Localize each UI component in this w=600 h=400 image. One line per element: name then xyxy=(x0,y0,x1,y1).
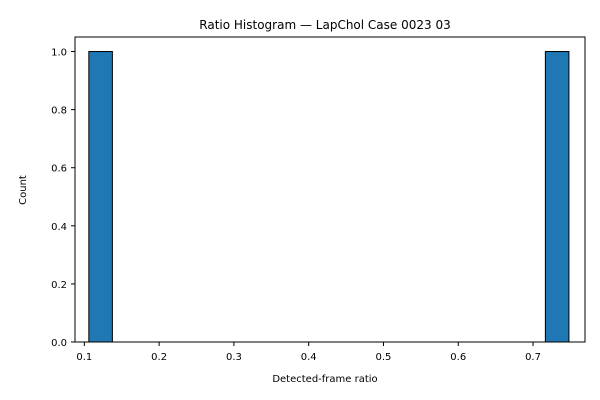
y-axis-ticks: 0.0 0.2 0.4 0.6 0.8 1.0 xyxy=(51,48,75,349)
x-tick-label: 0.6 xyxy=(450,352,466,363)
plot-frame xyxy=(74,36,586,343)
x-tick-label: 0.1 xyxy=(76,352,92,363)
axes-frame xyxy=(74,36,586,343)
y-axis-label: Count xyxy=(18,175,29,205)
x-axis-label: Detected-frame ratio xyxy=(272,374,377,385)
x-tick-label: 0.3 xyxy=(226,352,242,363)
histogram-bar-2 xyxy=(544,51,570,343)
y-tick-label: 0.6 xyxy=(51,164,67,175)
y-tick-label: 0.4 xyxy=(51,222,67,233)
histogram-bar-1 xyxy=(88,51,113,343)
y-tick-label: 0.8 xyxy=(51,106,67,117)
x-tick-label: 0.2 xyxy=(151,352,167,363)
x-axis-ticks: 0.1 0.2 0.3 0.4 0.5 0.6 0.7 xyxy=(76,342,541,363)
x-tick-label: 0.4 xyxy=(301,352,317,363)
chart-title: Ratio Histogram — LapChol Case 0023 03 xyxy=(199,18,450,32)
x-tick-label: 0.5 xyxy=(376,352,392,363)
y-tick-label: 1.0 xyxy=(51,48,67,59)
y-tick-label: 0.0 xyxy=(51,338,67,349)
y-tick-label: 0.2 xyxy=(51,280,67,291)
bars-layer xyxy=(88,51,570,343)
x-tick-label: 0.7 xyxy=(525,352,541,363)
